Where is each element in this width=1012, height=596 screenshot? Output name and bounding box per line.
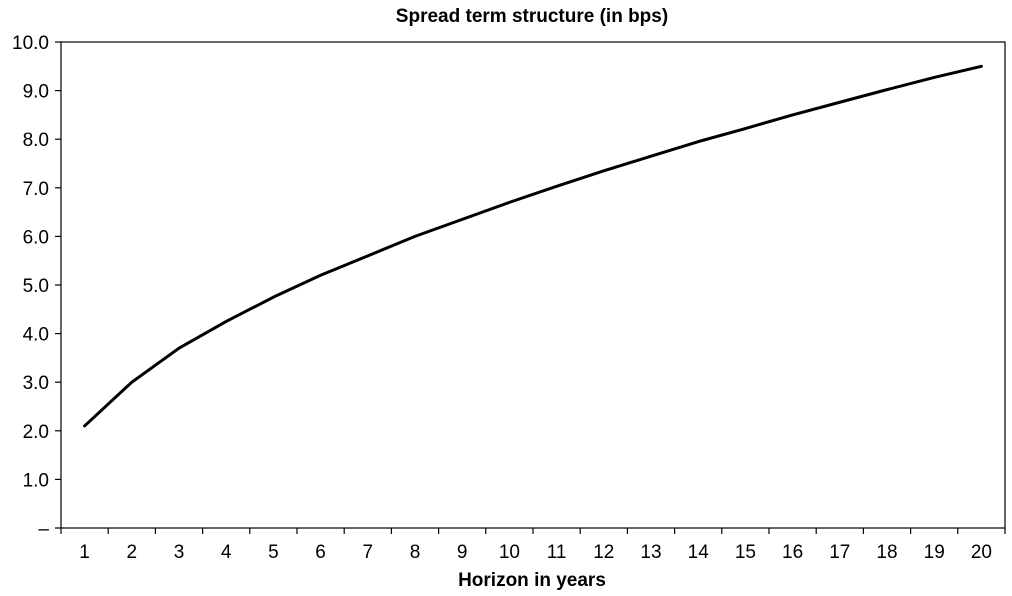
x-tick-label: 7	[363, 542, 374, 563]
x-tick-label: 10	[499, 542, 520, 563]
data-point	[366, 254, 369, 258]
data-point	[272, 295, 275, 299]
x-tick-label: 13	[640, 542, 661, 563]
y-tick-label: 4.0	[23, 325, 49, 346]
y-tick-label: 8.0	[23, 130, 49, 151]
x-tick-label: 15	[735, 542, 756, 563]
data-point	[555, 185, 558, 188]
chart-title: Spread term structure (in bps)	[396, 6, 668, 27]
y-tick-label: 3.0	[23, 373, 49, 394]
data-point	[885, 88, 889, 91]
data-point	[225, 320, 228, 323]
data-point	[177, 346, 181, 350]
x-tick-label: 14	[688, 542, 710, 563]
y-tick-label: –	[38, 519, 49, 540]
x-tick-label: 6	[315, 542, 326, 563]
x-tick-label: 19	[924, 542, 945, 563]
x-tick-label: 3	[174, 542, 185, 563]
x-tick-label: 4	[221, 542, 232, 563]
y-tick-label: 5.0	[23, 276, 49, 297]
x-tick-label: 1	[79, 542, 90, 563]
data-point	[602, 169, 605, 172]
x-tick-label: 11	[547, 542, 567, 563]
x-tick-label: 18	[876, 542, 897, 563]
y-tick-label: 7.0	[23, 179, 49, 200]
x-tick-label: 8	[410, 542, 421, 563]
series-layer	[83, 64, 983, 428]
y-tick-label: 6.0	[23, 227, 49, 248]
data-point	[461, 218, 464, 221]
data-point	[933, 76, 936, 79]
y-tick-label: 10.0	[12, 33, 49, 54]
data-point	[649, 155, 653, 158]
y-axis: – 1.0 2.0 3.0 4.0 5.0 6.0 7.0 8.0 9.0 10.0	[12, 33, 61, 540]
data-point	[508, 201, 511, 204]
data-point	[791, 113, 794, 117]
x-axis: 1 2 3 4 5 6 7 8 9 10 11 12 13 14 15 16 17 18 19 20	[60, 528, 1006, 563]
x-tick-label: 5	[268, 542, 279, 563]
data-point	[838, 101, 841, 104]
x-tick-label: 2	[127, 542, 138, 563]
data-point	[130, 381, 133, 384]
data-point	[744, 127, 747, 130]
data-point	[319, 274, 322, 277]
y-tick-label: 9.0	[23, 82, 49, 103]
x-tick-label: 9	[457, 542, 468, 563]
data-point	[697, 140, 700, 143]
x-tick-label: 16	[782, 542, 803, 563]
x-tick-label: 20	[971, 542, 992, 563]
x-axis-label: Horizon in years	[458, 570, 606, 591]
x-tick-label: 17	[829, 542, 850, 563]
plot-area	[60, 41, 1006, 529]
data-point	[83, 424, 86, 428]
y-tick-label: 2.0	[23, 422, 49, 443]
series-line	[83, 64, 983, 428]
y-tick-label: 1.0	[23, 470, 49, 491]
data-point	[413, 235, 417, 238]
x-tick-label: 12	[593, 542, 614, 563]
data-point	[980, 65, 983, 68]
